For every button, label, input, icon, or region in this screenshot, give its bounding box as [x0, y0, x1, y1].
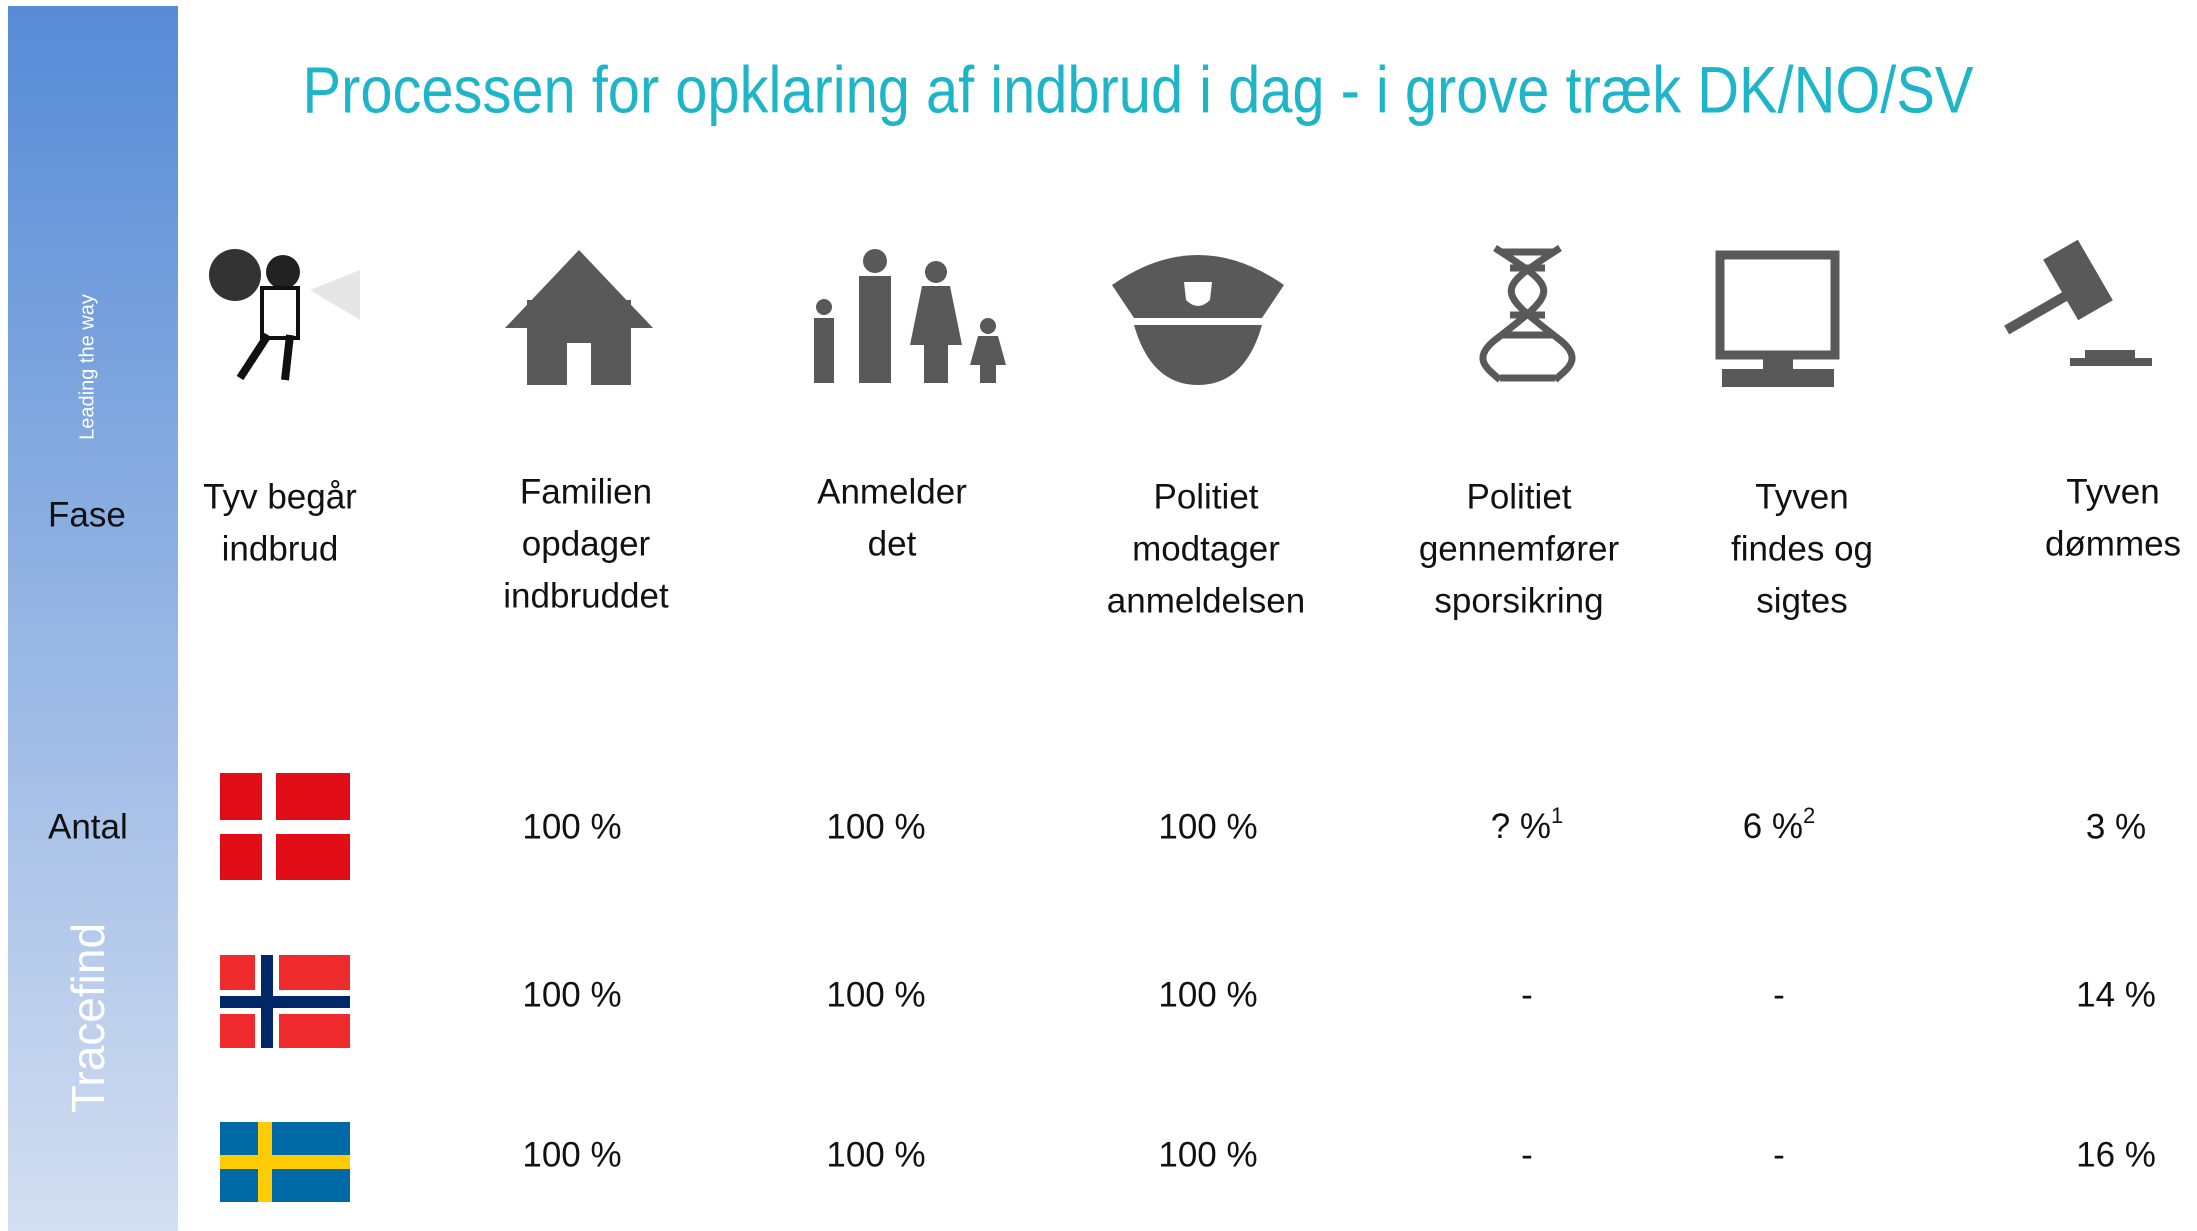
phase-label: indbruddet — [503, 576, 669, 615]
slide: Leading the way Tracefind Processen for … — [0, 0, 2197, 1231]
count-value: 100 % — [826, 1135, 925, 1174]
phase-label: modtager — [1132, 529, 1280, 568]
icon-gavel — [2004, 240, 2152, 366]
count-value: ? %1 — [1491, 803, 1564, 846]
count-value: 6 %2 — [1743, 803, 1816, 846]
phase-label: findes og — [1731, 529, 1873, 568]
sidebar-tagline: Leading the way — [76, 294, 98, 440]
icon-thief — [209, 249, 360, 380]
phase-label: sigtes — [1756, 581, 1847, 620]
flag-norway — [220, 955, 350, 1048]
phase-label: Tyven — [2066, 472, 2159, 511]
row-label: Antal — [48, 807, 128, 846]
count-value: 100 % — [522, 807, 621, 846]
phase-label: gennemfører — [1419, 529, 1620, 568]
count-value: 100 % — [1158, 975, 1257, 1014]
phase-label: anmeldelsen — [1107, 581, 1305, 620]
icon-police-cap — [1112, 255, 1284, 385]
row-label: Fase — [48, 495, 126, 534]
count-value: 100 % — [1158, 1135, 1257, 1174]
count-value: 14 % — [2076, 975, 2156, 1014]
phase-label: Politiet — [1153, 477, 1258, 516]
count-value: - — [1521, 1135, 1533, 1174]
phase-label: Politiet — [1466, 477, 1571, 516]
phase-label: indbrud — [222, 529, 339, 568]
count-value: 100 % — [522, 975, 621, 1014]
count-value: 100 % — [826, 807, 925, 846]
phase-label: dømmes — [2045, 524, 2181, 563]
phase-label: opdager — [522, 524, 651, 563]
flag-denmark — [220, 773, 350, 880]
phase-label: Tyven — [1755, 477, 1848, 516]
phase-label: sporsikring — [1434, 581, 1603, 620]
count-value: 3 % — [2086, 807, 2146, 846]
count-value: - — [1521, 975, 1533, 1014]
phase-label: Anmelder — [817, 472, 967, 511]
icon-house — [505, 250, 653, 385]
count-value: 100 % — [522, 1135, 621, 1174]
icon-computer — [1720, 255, 1835, 387]
flag-sweden — [220, 1122, 350, 1202]
icon-dna — [1483, 248, 1572, 380]
footnote-ref: 2 — [1803, 803, 1815, 828]
phase-label: det — [868, 524, 917, 563]
icon-family — [814, 249, 1006, 383]
phase-label: Familien — [520, 472, 652, 511]
phase-label: Tyv begår — [203, 477, 357, 516]
count-text: ? % — [1491, 807, 1551, 846]
count-value: 16 % — [2076, 1135, 2156, 1174]
count-value: 100 % — [826, 975, 925, 1014]
count-text: 6 % — [1743, 807, 1803, 846]
count-value: - — [1773, 1135, 1785, 1174]
title: Processen for opklaring af indbrud i dag… — [303, 52, 1974, 126]
sidebar-brand: Tracefind — [62, 923, 114, 1113]
count-value: - — [1773, 975, 1785, 1014]
count-value: 100 % — [1158, 807, 1257, 846]
footnote-ref: 1 — [1551, 803, 1563, 828]
